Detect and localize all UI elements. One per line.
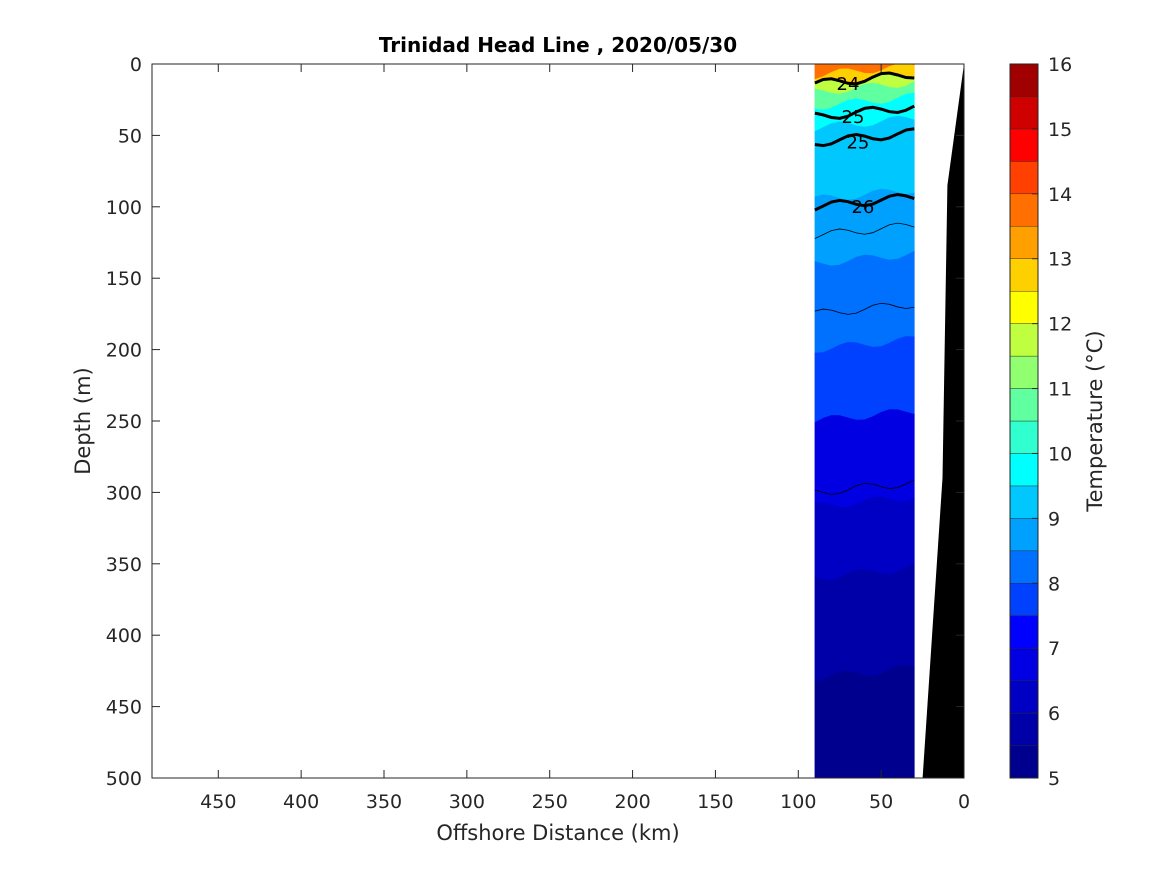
x-tick-label: 200: [614, 791, 650, 813]
temperature-band: [814, 409, 915, 508]
x-tick-label: 50: [869, 791, 893, 813]
colorbar-tick-label: 15: [1048, 119, 1072, 141]
x-tick-label: 400: [283, 791, 319, 813]
colorbar-tick-label: 11: [1048, 379, 1072, 401]
y-tick-label: 450: [106, 697, 142, 719]
y-tick-label: 350: [106, 554, 142, 576]
colorbar-tick-label: 8: [1048, 573, 1060, 595]
colorbar-tick-label: 12: [1048, 314, 1072, 336]
y-tick-label: 150: [106, 268, 142, 290]
colorbar-swatch: [1009, 420, 1039, 454]
x-tick-label: 450: [200, 791, 236, 813]
thin-contour-line: [814, 302, 915, 315]
contour-label: 26: [851, 197, 874, 218]
colorbar: 5 6 7 8 9 10 11 12 13 14 15 16: [1009, 54, 1072, 790]
colorbar-swatch: [1009, 128, 1039, 162]
colorbar-tick-label: 6: [1048, 703, 1060, 725]
y-tick-label: 200: [106, 340, 142, 362]
temperature-band: [814, 496, 915, 581]
y-tick-label: 100: [106, 197, 142, 219]
temperature-band: [814, 115, 915, 201]
colorbar-swatch: [1009, 290, 1039, 324]
x-tick-label: 300: [449, 791, 485, 813]
x-tick-label: 150: [697, 791, 733, 813]
colorbar-swatch: [1009, 453, 1039, 487]
colorbar-swatch: [1009, 63, 1039, 97]
density-contour-line: [814, 71, 915, 86]
y-tick-label: 50: [118, 125, 142, 147]
temperature-band: [814, 664, 915, 778]
colorbar-tick-label: 10: [1048, 443, 1072, 465]
colorbar-swatch: [1009, 258, 1039, 292]
chart-title: Trinidad Head Line , 2020/05/30: [379, 33, 737, 57]
colorbar-swatch: [1009, 193, 1039, 227]
colorbar-swatch: [1009, 388, 1039, 422]
y-tick-label: 400: [106, 625, 142, 647]
colorbar-tick-label: 9: [1048, 508, 1060, 530]
colorbar-swatch: [1009, 647, 1039, 681]
density-contour-line: [814, 193, 915, 212]
colorbar-swatch: [1009, 226, 1039, 259]
y-tick-label: 250: [106, 411, 142, 433]
colorbar-swatch: [1009, 355, 1039, 389]
density-contour-line: [814, 104, 915, 120]
x-tick-label: 100: [780, 791, 816, 813]
x-tick-label: 0: [958, 791, 970, 813]
colorbar-swatch: [1009, 583, 1039, 616]
y-axis-label: Depth (m): [71, 367, 95, 474]
colorbar-label: Temperature (°C): [1083, 330, 1107, 512]
colorbar-tick-label: 5: [1048, 768, 1060, 790]
colorbar-frame: [1009, 63, 1039, 779]
colorbar-swatch: [1009, 485, 1039, 519]
y-axis-ticks: 0 50 100 150 200 250 300 350 400 450 500: [106, 54, 964, 790]
colorbar-swatch: [1009, 615, 1039, 649]
temperature-band: [814, 250, 915, 354]
colorbar-swatch: [1009, 550, 1039, 584]
colorbar-swatch: [1009, 161, 1039, 195]
contour-label: 25: [846, 133, 869, 154]
thin-contour-line: [814, 479, 915, 495]
contour-label: 25: [842, 107, 865, 128]
temperature-band: [814, 563, 915, 683]
colorbar-swatch: [1009, 518, 1039, 552]
colorbar-swatch: [1009, 323, 1039, 357]
x-axis-label: Offshore Distance (km): [436, 821, 679, 845]
y-tick-label: 0: [130, 54, 142, 76]
colorbar-tick-label: 7: [1048, 638, 1060, 660]
colorbar-swatch: [1009, 96, 1039, 130]
colorbar-tick-label: 14: [1048, 184, 1072, 206]
temperature-section: [814, 64, 915, 778]
x-tick-label: 250: [532, 791, 568, 813]
density-contours: 24 25 25 26: [814, 71, 915, 495]
colorbar-tick-label: 13: [1048, 249, 1072, 271]
thin-contour-line: [814, 222, 915, 239]
y-tick-label: 300: [106, 482, 142, 504]
colorbar-swatch: [1009, 712, 1039, 746]
seafloor-bathymetry: [922, 64, 964, 778]
density-contour-line: [814, 127, 915, 148]
colorbar-swatch: [1009, 745, 1039, 779]
x-tick-label: 350: [366, 791, 402, 813]
x-axis-ticks: 450 400 350 300 250 200 150 100 50 0: [200, 64, 970, 813]
contour-label: 24: [837, 74, 860, 95]
colorbar-swatch: [1009, 680, 1039, 714]
colorbar-tick-label: 16: [1048, 54, 1072, 76]
y-tick-label: 500: [106, 768, 142, 790]
